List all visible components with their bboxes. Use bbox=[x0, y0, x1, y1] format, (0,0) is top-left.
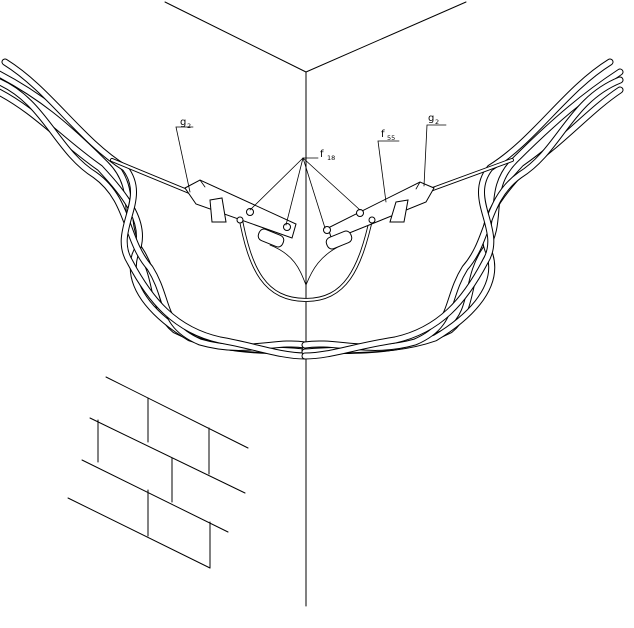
building-corner bbox=[164, 1, 467, 607]
label-f18: f 18 bbox=[320, 149, 335, 162]
label-sub: 18 bbox=[327, 154, 335, 162]
label-sub: 55 bbox=[387, 134, 395, 142]
label-f55: f 55 bbox=[381, 129, 395, 142]
label-sub: 2 bbox=[435, 118, 439, 126]
label-g2-left: g 2 bbox=[180, 117, 191, 130]
messenger-wire bbox=[110, 158, 514, 303]
bracket-left bbox=[184, 179, 297, 248]
label-base: g bbox=[428, 113, 434, 124]
label-sub: 2 bbox=[187, 122, 191, 130]
brick-wall-pattern bbox=[67, 376, 249, 569]
label-base: f bbox=[381, 129, 385, 140]
bracket-right bbox=[323, 181, 435, 250]
cable-bundle-right bbox=[301, 58, 624, 360]
label-base: g bbox=[180, 117, 186, 128]
cable-bundle-left bbox=[0, 58, 309, 360]
leader-lines bbox=[175, 124, 447, 229]
label-base: f bbox=[320, 149, 324, 160]
label-g2-right: g 2 bbox=[428, 113, 439, 126]
